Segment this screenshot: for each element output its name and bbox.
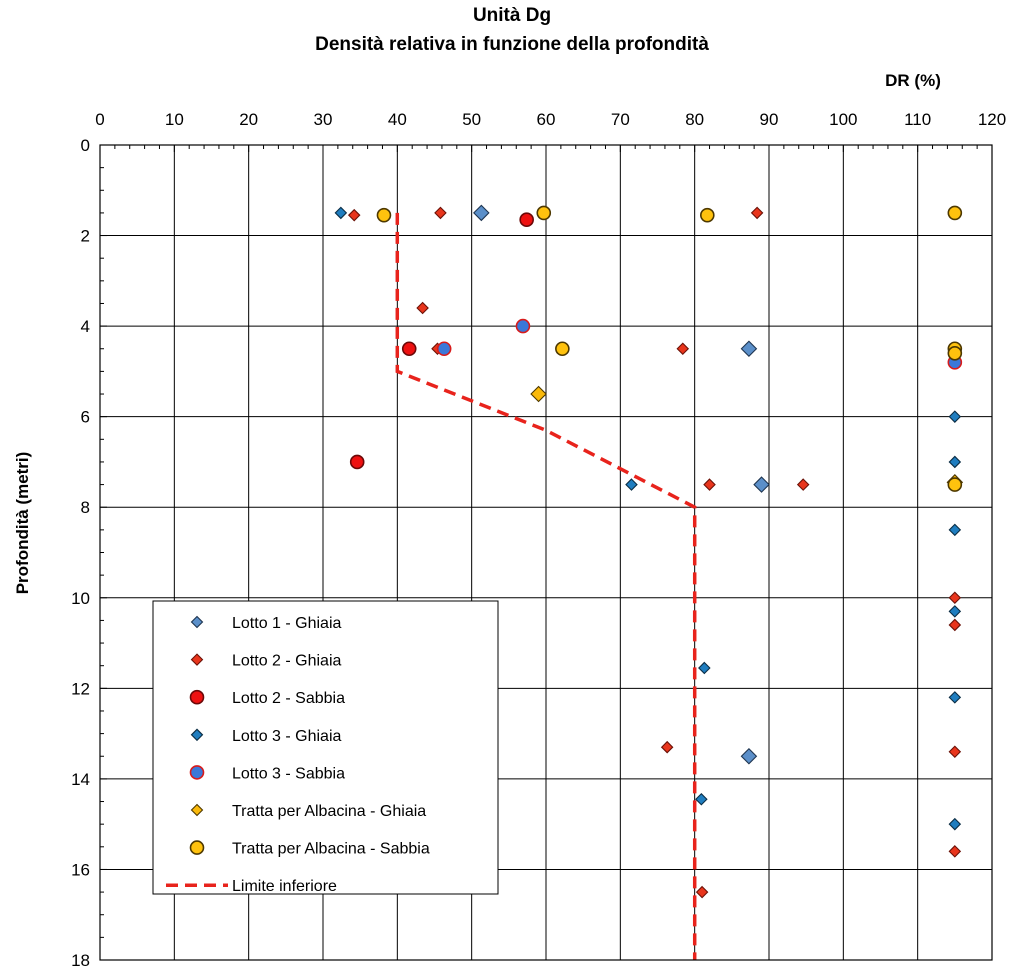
- x-tick-label: 110: [904, 110, 931, 129]
- legend-label: Tratta per Albacina - Sabbia: [232, 841, 430, 858]
- data-point: [703, 478, 716, 491]
- x-tick-label: 50: [462, 110, 481, 129]
- data-point: [347, 208, 361, 222]
- x-tick-label: 80: [685, 110, 704, 129]
- chart-title: Unità Dg: [473, 5, 551, 26]
- data-point: [695, 885, 709, 899]
- data-point: [948, 523, 962, 537]
- legend: Lotto 1 - Ghiaia Lotto 2 - Ghiaia Lotto 2 …: [152, 600, 499, 895]
- data-point: [948, 691, 962, 704]
- data-point: [416, 301, 429, 315]
- data-point: [948, 745, 962, 759]
- data-point: [473, 204, 490, 222]
- data-point: [753, 476, 770, 493]
- data-point: [401, 341, 417, 357]
- data-point: [948, 618, 962, 632]
- x-tick-label: 60: [537, 110, 556, 129]
- data-point: [555, 341, 570, 357]
- data-point: [948, 455, 962, 469]
- data-point: [530, 385, 547, 403]
- data-point: [700, 207, 715, 223]
- x-tick-label: 20: [239, 110, 258, 129]
- legend-label: Limite inferiore: [232, 878, 337, 895]
- data-point: [948, 410, 962, 423]
- y-tick-label: 6: [81, 408, 90, 427]
- legend-marker: [190, 653, 204, 666]
- data-point: [515, 318, 531, 334]
- legend-marker: [190, 803, 204, 817]
- y-tick-label: 16: [71, 860, 90, 879]
- x-tick-label: 0: [95, 110, 104, 129]
- data-point: [536, 205, 552, 221]
- y-axis-title: Profondità (metri): [13, 452, 32, 595]
- data-point: [376, 207, 392, 223]
- limit-line: [395, 212, 697, 960]
- axes: 0 10 20 30 40 50 60 70 80 90 100 110 120 0 2 4 6 8 10 12 14 1…: [71, 110, 1006, 970]
- data-point: [698, 661, 711, 675]
- data-point: [948, 605, 962, 618]
- y-tick-label: 4: [81, 317, 90, 336]
- y-tick-label: 18: [71, 951, 90, 970]
- data-point: [947, 345, 963, 361]
- y-tick-label: 0: [81, 136, 90, 155]
- data-point: [676, 342, 690, 356]
- data-point: [740, 747, 758, 765]
- y-tick-label: 8: [81, 498, 90, 517]
- legend-label: Tratta per Albacina - Ghiaia: [232, 803, 426, 820]
- data-point: [750, 206, 764, 220]
- x-tick-label: 70: [611, 110, 630, 129]
- data-point: [948, 845, 962, 858]
- plot-area: [334, 204, 964, 960]
- data-point: [660, 740, 674, 754]
- y-tick-label: 14: [71, 770, 90, 789]
- legend-label: Lotto 2 - Sabbia: [232, 690, 345, 707]
- data-point: [948, 817, 962, 831]
- x-tick-label: 120: [978, 110, 1006, 129]
- data-point: [947, 477, 963, 492]
- data-point: [434, 206, 447, 220]
- x-axis-title: DR (%): [885, 71, 941, 90]
- data-point: [349, 454, 365, 470]
- x-tick-label: 100: [829, 110, 857, 129]
- data-point: [625, 478, 638, 491]
- legend-label: Lotto 3 - Sabbia: [232, 765, 345, 782]
- y-tick-label: 10: [71, 589, 90, 608]
- data-point: [695, 792, 708, 806]
- x-tick-label: 40: [388, 110, 407, 129]
- data-point: [519, 212, 534, 228]
- y-tick-label: 2: [81, 227, 90, 246]
- x-tick-label: 90: [760, 110, 779, 129]
- chart-subtitle: Densità relativa in funzione della profo…: [315, 34, 709, 55]
- x-tick-label: 10: [165, 110, 184, 129]
- x-tick-label: 30: [314, 110, 333, 129]
- data-point: [796, 478, 810, 491]
- data-point: [334, 206, 348, 220]
- legend-marker: [189, 765, 205, 780]
- data-point: [948, 591, 962, 605]
- y-tick-label: 12: [71, 679, 90, 698]
- legend-marker: [190, 728, 204, 742]
- data-point: [740, 340, 758, 358]
- legend-label: Lotto 3 - Ghiaia: [232, 728, 342, 745]
- data-point: [436, 341, 452, 357]
- legend-label: Lotto 1 - Ghiaia: [232, 615, 342, 632]
- legend-marker: [189, 840, 205, 855]
- legend-marker: [189, 689, 205, 705]
- legend-box: [152, 600, 499, 895]
- legend-label: Lotto 2 - Ghiaia: [232, 653, 342, 670]
- legend-marker: [190, 615, 204, 629]
- data-point: [947, 205, 963, 221]
